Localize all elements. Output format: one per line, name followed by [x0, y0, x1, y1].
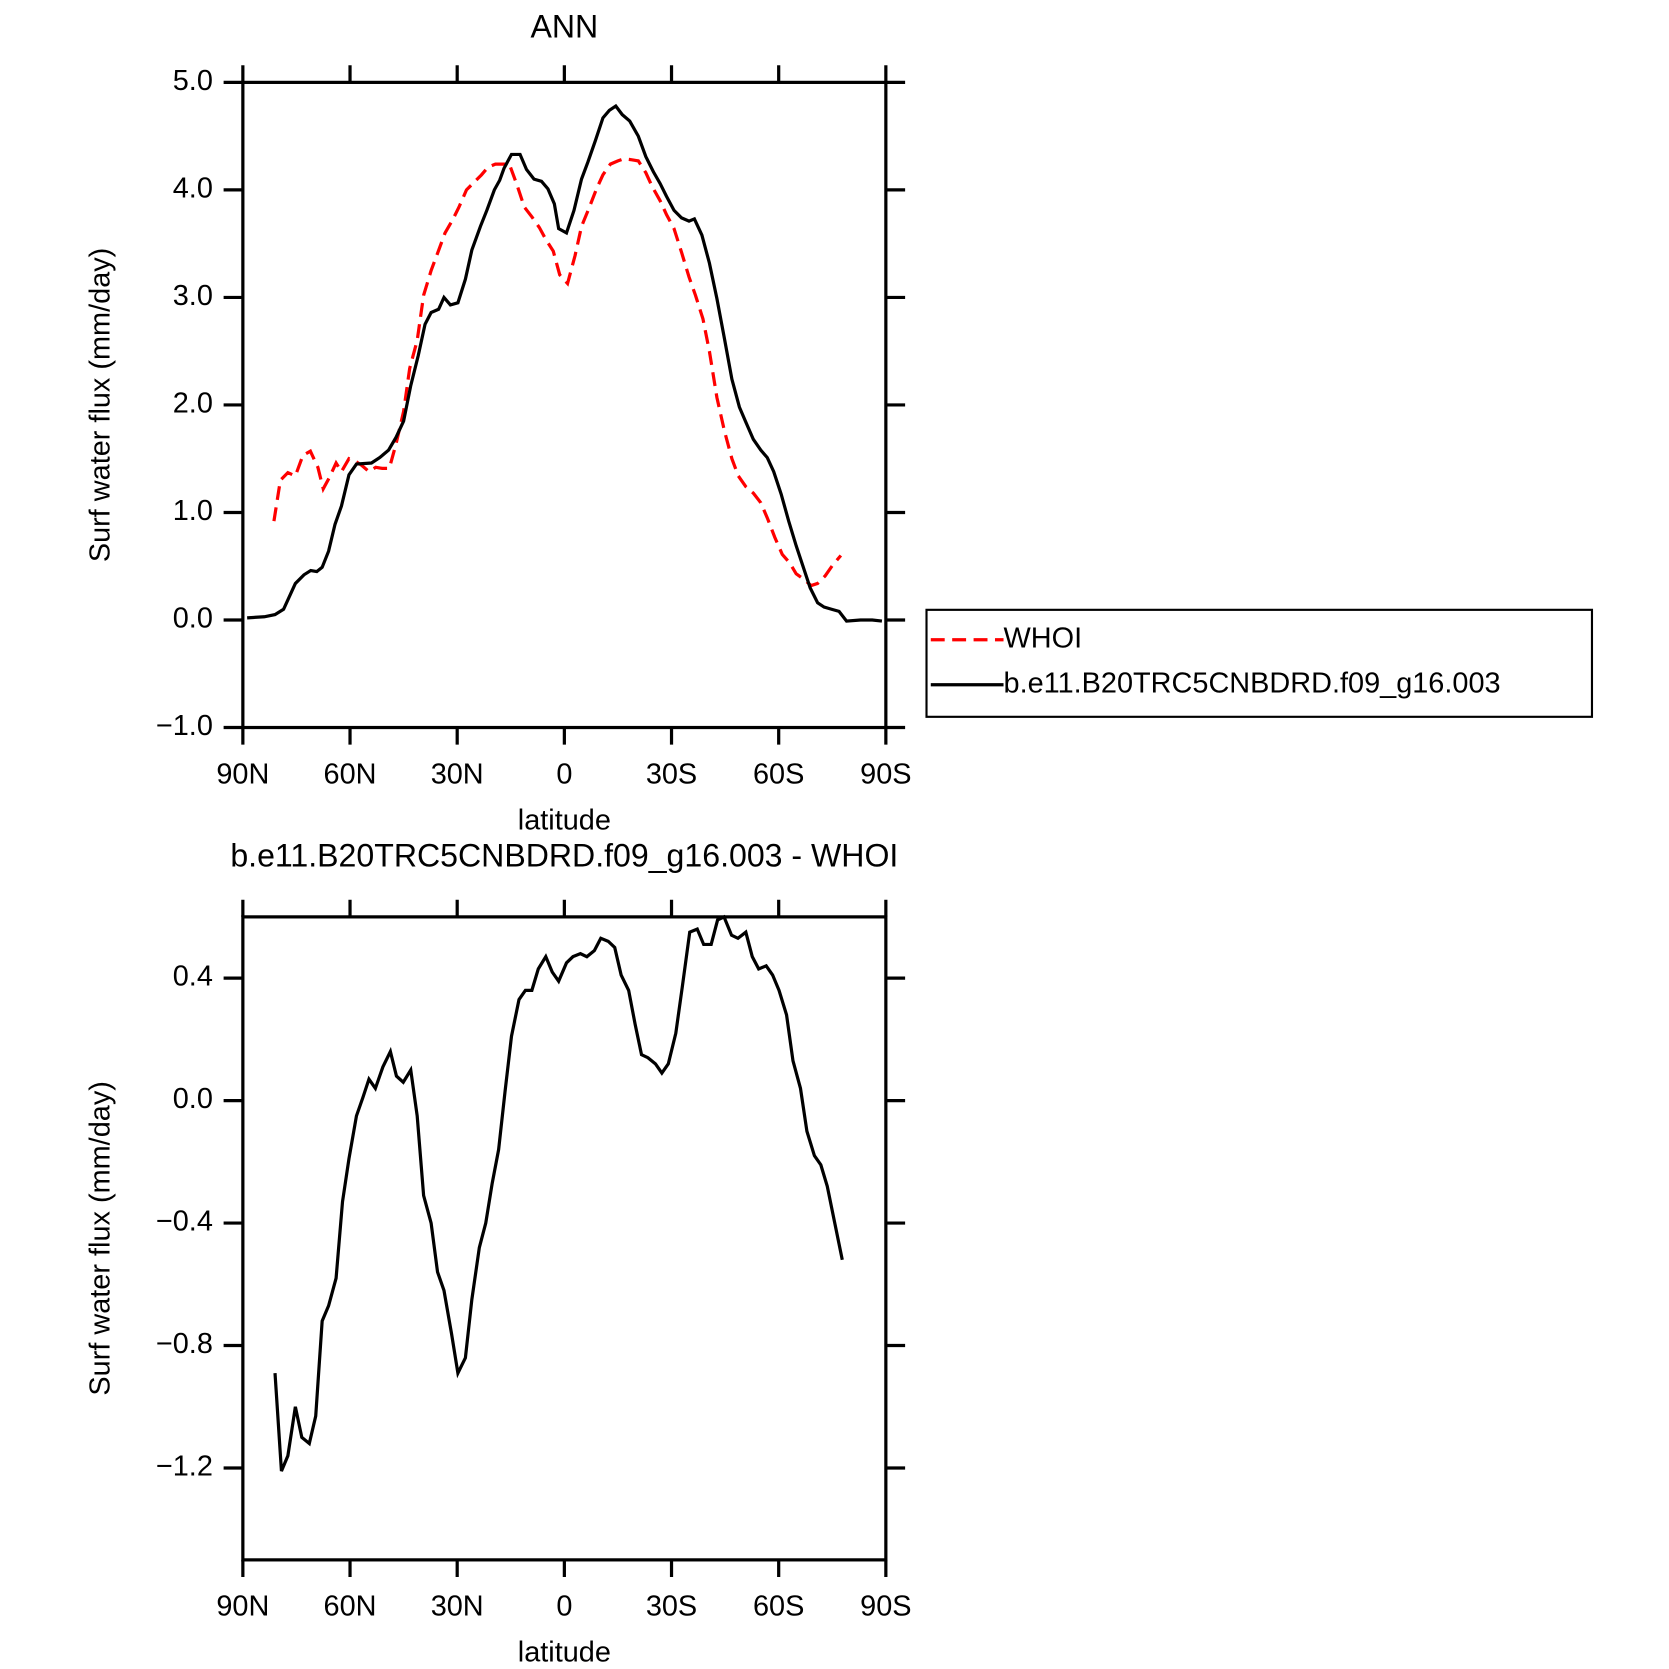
- y-tick-label: −0.8: [156, 1328, 213, 1360]
- plot-frame: [241, 80, 888, 730]
- y-axis-label: Surf water flux (mm/day): [84, 1081, 116, 1395]
- legend-label: b.e11.B20TRC5CNBDRD.f09_g16.003: [1004, 667, 1501, 699]
- x-tick-label: 90N: [216, 1591, 269, 1623]
- chart-title: ANN: [530, 8, 598, 44]
- x-tick-label: 30S: [646, 1591, 697, 1623]
- x-tick-label: 90N: [216, 758, 269, 790]
- x-tick-label: 60N: [324, 1591, 377, 1623]
- y-tick-label: −1.2: [156, 1451, 213, 1483]
- legend-box: [925, 608, 1594, 718]
- y-tick-label: −1.0: [156, 710, 213, 742]
- x-tick-label: 60N: [324, 758, 377, 790]
- y-tick-label: 4.0: [173, 173, 213, 205]
- y-tick-label: 0.0: [173, 603, 213, 635]
- x-tick-label: 30N: [431, 758, 484, 790]
- y-tick-label: −0.4: [156, 1206, 213, 1238]
- legend-label: WHOI: [1004, 622, 1083, 654]
- x-tick-label: 30S: [646, 758, 697, 790]
- x-tick-label: 0: [556, 1591, 572, 1623]
- y-tick-label: 2.0: [173, 388, 213, 420]
- x-tick-label: 30N: [431, 1591, 484, 1623]
- y-tick-label: 1.0: [173, 495, 213, 527]
- x-tick-label: 90S: [860, 1591, 911, 1623]
- x-tick-label: 60S: [753, 758, 804, 790]
- y-tick-label: 5.0: [173, 65, 213, 97]
- y-tick-label: 3.0: [173, 280, 213, 312]
- x-tick-label: 0: [556, 758, 572, 790]
- chart-title: b.e11.B20TRC5CNBDRD.f09_g16.003 - WHOI: [230, 838, 898, 874]
- y-tick-label: 0.4: [173, 961, 213, 993]
- x-axis-label: latitude: [518, 1637, 611, 1669]
- data-line: [272, 157, 843, 588]
- data-line: [247, 103, 883, 623]
- y-tick-label: 0.0: [173, 1083, 213, 1115]
- data-line: [273, 914, 844, 1472]
- x-axis-label: latitude: [518, 804, 611, 836]
- x-tick-label: 90S: [860, 758, 911, 790]
- y-axis-label: Surf water flux (mm/day): [84, 248, 116, 562]
- x-tick-label: 60S: [753, 1591, 804, 1623]
